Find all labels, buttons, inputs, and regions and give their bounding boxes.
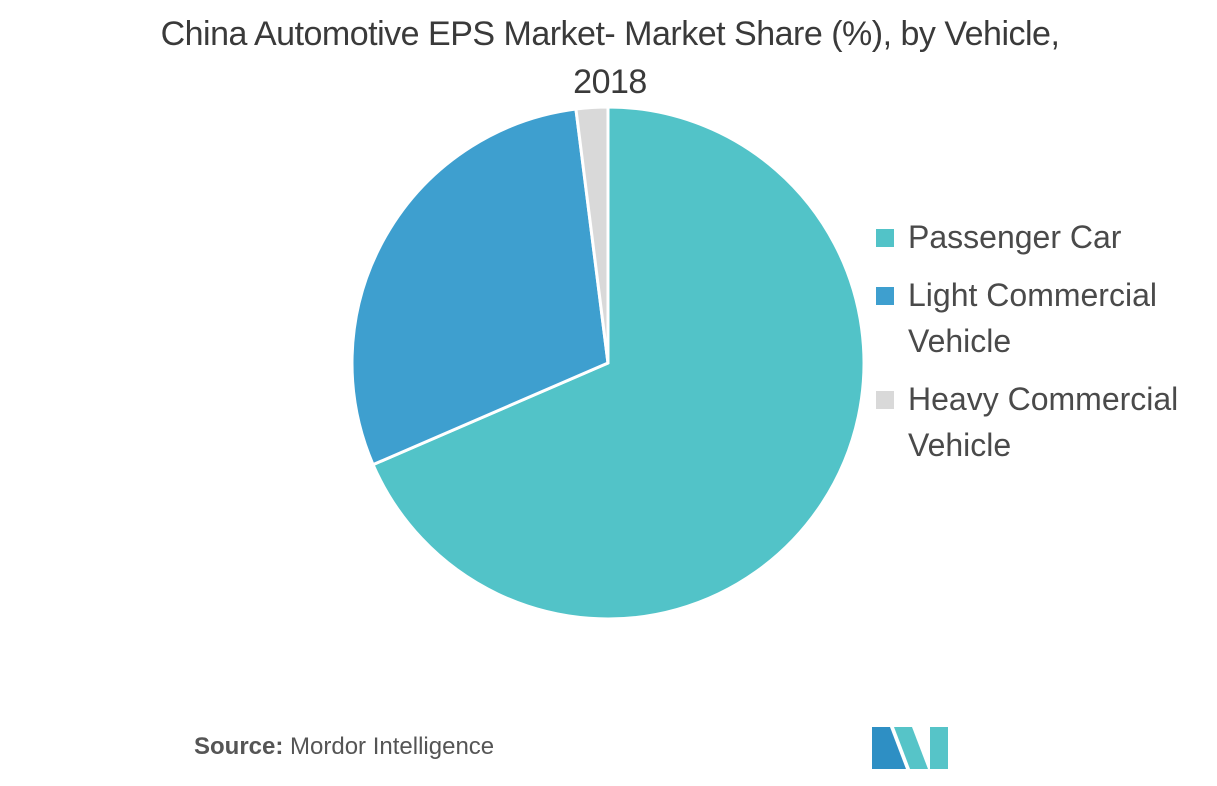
mordor-intelligence-logo-icon <box>872 727 948 769</box>
legend-swatch-heavy-commercial-vehicle <box>876 391 894 409</box>
legend-swatch-light-commercial-vehicle <box>876 287 894 305</box>
source-label: Source: <box>194 733 284 760</box>
pie-slice-heavy-commercial-vehicle <box>574 105 610 365</box>
source-text: Mordor Intelligence <box>290 733 495 760</box>
legend-item-passenger-car: Passenger Car <box>876 214 1211 260</box>
chart-legend: Passenger Car Light Commercial Vehicle H… <box>876 214 1211 480</box>
logo-right-shape <box>930 727 948 769</box>
legend-item-heavy-commercial-vehicle: Heavy Commercial Vehicle <box>876 376 1211 468</box>
legend-label-passenger-car: Passenger Car <box>908 219 1122 255</box>
legend-item-light-commercial-vehicle: Light Commercial Vehicle <box>876 272 1211 364</box>
legend-swatch-passenger-car <box>876 229 894 247</box>
pie-slice-passenger-car <box>371 105 866 621</box>
legend-label-heavy-commercial-vehicle: Heavy Commercial Vehicle <box>908 381 1179 463</box>
pie-slice-light-commercial-vehicle <box>350 107 610 467</box>
logo-middle-shape <box>894 727 928 769</box>
chart-title: China Automotive EPS Market- Market Shar… <box>160 15 1060 101</box>
source-note: Source: Mordor Intelligence <box>194 733 494 761</box>
logo-left-shape <box>872 727 906 769</box>
legend-label-light-commercial-vehicle: Light Commercial Vehicle <box>908 277 1157 359</box>
